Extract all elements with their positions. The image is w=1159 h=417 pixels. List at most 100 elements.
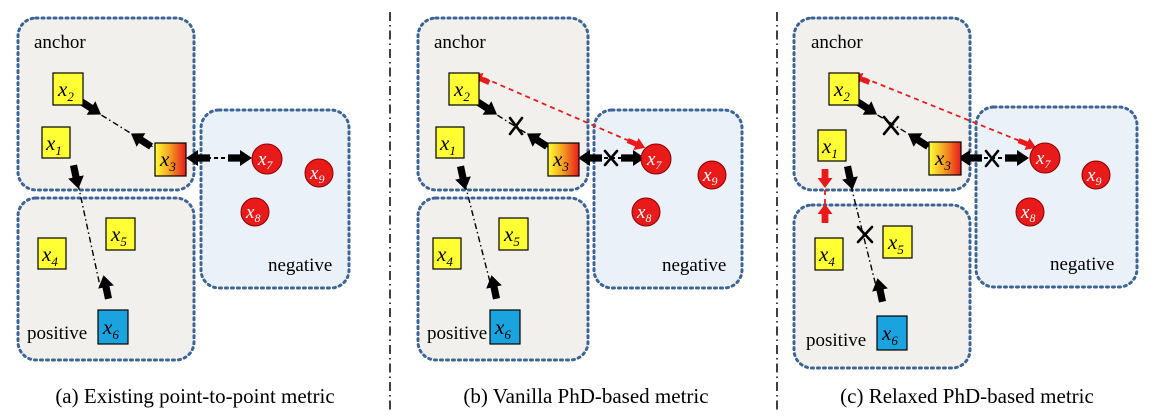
distance-line (865, 107, 931, 148)
node-x5-label: x5 (110, 222, 127, 249)
arrow-right-icon (854, 98, 878, 115)
node-x9-label: x9 (1086, 165, 1101, 188)
node-x3-label: x3 (934, 146, 951, 173)
node-x4-label: x4 (818, 242, 835, 269)
node-x5 (498, 217, 529, 251)
arrow-down-icon (68, 164, 84, 189)
node-x1 (435, 126, 465, 159)
cross-icon (882, 115, 900, 136)
distance-line (89, 107, 154, 148)
node-x2 (828, 72, 860, 106)
node-x8 (240, 197, 270, 227)
panel-c: anchor positive negative x2 (792, 16, 1139, 408)
node-x1-label: x1 (45, 131, 62, 158)
node-x7-label: x7 (646, 149, 662, 172)
red-arrow-icon (626, 138, 646, 150)
red-arrow-up-icon (817, 204, 833, 223)
node-x2-label: x2 (453, 77, 470, 104)
cross-icon (508, 116, 524, 136)
cross-icon (856, 225, 874, 244)
node-x5-label: x5 (887, 230, 904, 257)
distance-line (77, 183, 101, 287)
node-x9 (304, 158, 334, 188)
node-x8-label: x8 (1020, 202, 1035, 225)
arrow-right-icon (228, 150, 252, 166)
negative-label: negative (1050, 254, 1114, 275)
node-x6 (97, 309, 129, 345)
caption: (b) Vanilla PhD-based metric (463, 384, 708, 408)
node-x9-label: x9 (702, 165, 717, 188)
node-x9-label: x9 (309, 163, 324, 186)
node-x3-label: x3 (159, 147, 176, 174)
arrow-left-icon (578, 150, 602, 166)
node-x4-label: x4 (41, 242, 58, 269)
node-x7 (251, 143, 283, 175)
node-x6-label: x6 (102, 315, 119, 342)
anchor-label: anchor (434, 32, 486, 53)
node-x8 (631, 197, 661, 227)
node-x8-label: x8 (636, 202, 651, 225)
arrow-left-icon (958, 150, 982, 166)
node-x5-label: x5 (503, 222, 520, 249)
node-x8 (1015, 197, 1045, 227)
node-x1-label: x1 (821, 134, 838, 161)
node-x7 (1029, 142, 1061, 174)
arrow-down-icon (455, 165, 471, 190)
node-x9 (697, 160, 727, 190)
node-x2-label: x2 (833, 77, 850, 104)
distance-line (850, 185, 878, 291)
positive-label: positive (806, 330, 866, 351)
arrow-right-icon (474, 98, 498, 115)
distance-line (464, 183, 492, 287)
node-x9 (1081, 160, 1111, 190)
node-x6 (489, 309, 521, 345)
arrow-up-icon (872, 278, 888, 303)
node-x6 (876, 315, 908, 351)
node-x7-label: x7 (1035, 148, 1051, 171)
cross-icon (984, 149, 1000, 168)
positive-label: positive (27, 323, 87, 344)
node-x1 (817, 129, 847, 162)
panel-a: anchor positive negative x2 x1 x3 x4 x5 … (16, 16, 351, 408)
node-x4 (814, 237, 844, 271)
arrow-left-icon (526, 133, 550, 150)
red-distance-line (483, 77, 635, 144)
node-x3 (928, 141, 962, 176)
positive-label: positive (427, 323, 487, 344)
node-x7-label: x7 (257, 149, 273, 172)
anchor-label: anchor (811, 32, 863, 53)
node-x5 (882, 225, 913, 259)
arrow-left-icon (186, 150, 210, 166)
arrow-left-icon (130, 133, 154, 150)
red-arrow-icon (1017, 137, 1037, 151)
node-x3-label: x3 (552, 147, 569, 174)
node-x3 (547, 142, 580, 177)
node-x1-label: x1 (439, 131, 456, 158)
node-x4-label: x4 (436, 242, 453, 269)
arrow-right-icon (1005, 150, 1029, 166)
red-arrow-down-icon (817, 169, 833, 188)
anchor-label: anchor (34, 32, 86, 53)
node-x2 (448, 72, 480, 106)
panel-b: anchor positive negative x2 x1 x3 x4 (416, 16, 744, 408)
arrow-up-icon (486, 275, 502, 300)
node-x4 (432, 237, 462, 270)
node-x8-label: x8 (245, 202, 260, 225)
negative-label: negative (268, 255, 332, 276)
negative-label: negative (662, 255, 726, 276)
arrow-left-icon (907, 133, 931, 150)
caption: (a) Existing point-to-point metric (55, 384, 334, 408)
node-x1 (41, 126, 71, 159)
arrow-up-icon (98, 275, 114, 300)
cross-icon (603, 149, 619, 167)
arrow-right-icon (621, 150, 645, 166)
negative-region (974, 105, 1139, 289)
red-distance-line (863, 77, 1026, 144)
node-x2-label: x2 (57, 77, 74, 104)
arrow-down-icon (842, 165, 858, 190)
caption: (c) Relaxed PhD-based metric (840, 384, 1094, 408)
arrow-right-icon (78, 98, 102, 115)
node-x5 (105, 217, 136, 251)
node-x6-label: x6 (494, 315, 511, 342)
